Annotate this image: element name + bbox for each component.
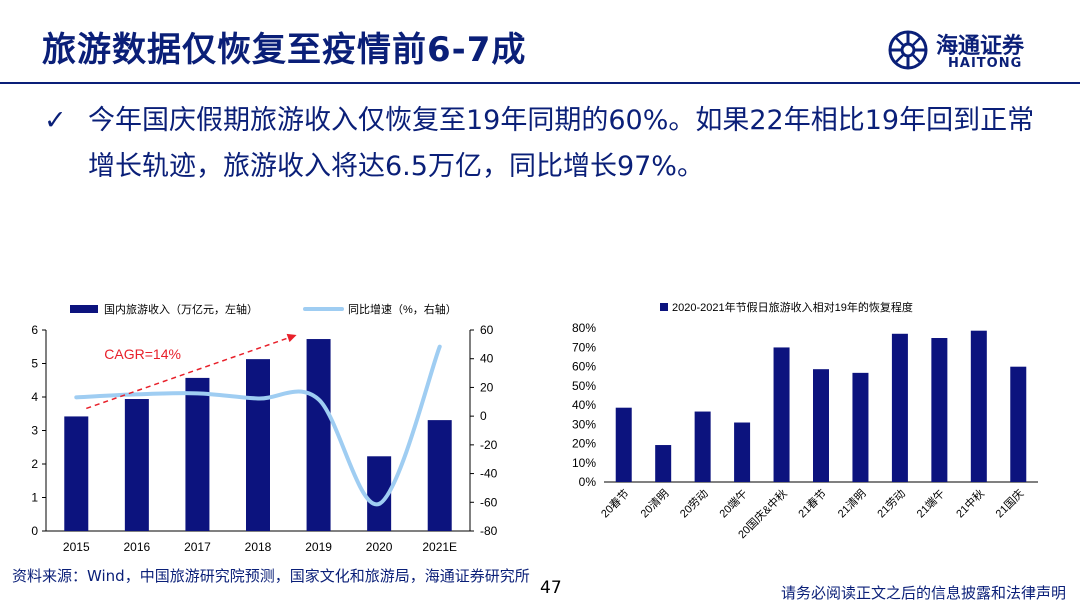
brand-logo: 海通证券 HAITONG [888, 26, 1058, 76]
right-tick-label: -80 [480, 524, 498, 538]
logo-english-text: HAITONG [948, 56, 1023, 71]
x-tick-label: 21春节 [796, 487, 829, 520]
y-tick-label: 60% [572, 360, 596, 374]
x-tick-label: 20清明 [638, 487, 671, 520]
growth-line [74, 344, 442, 507]
y-tick-label: 0% [579, 475, 597, 489]
revenue-bar [306, 339, 331, 531]
recovery-bar [655, 445, 672, 482]
recovery-bar [694, 411, 711, 482]
right-tick-label: -60 [480, 495, 498, 509]
disclaimer-link[interactable]: 请务必阅读正文之后的信息披露和法律声明 [780, 584, 1066, 602]
x-tick-label: 2021E [422, 540, 457, 554]
left-tick-label: 1 [31, 491, 38, 505]
right-tick-label: 20 [480, 380, 494, 394]
x-tick-label: 21端午 [914, 487, 947, 520]
recovery-bar [615, 407, 632, 482]
key-point-text: 今年国庆假期旅游收入仅恢复至19年同期的60%。如果22年相比19年回到正常增长… [88, 105, 1035, 182]
revenue-bar [64, 416, 89, 531]
page-title: 旅游数据仅恢复至疫情前6-7成 [42, 30, 527, 70]
x-tick-label: 21国庆 [992, 486, 1026, 520]
x-tick-label: 2015 [63, 540, 90, 554]
x-tick-label: 20春节 [598, 487, 631, 520]
legend-swatch [660, 303, 668, 311]
revenue-bar [185, 377, 210, 531]
holiday-recovery-chart-svg: 2020-2021年节假日旅游收入相对19年的恢复程度 0% 10% 20% 30% 40… [572, 300, 1038, 541]
right-tick-label: 0 [480, 409, 487, 423]
recovery-bar [931, 338, 948, 482]
right-tick-label: -40 [480, 467, 498, 481]
recovery-bar [773, 347, 790, 482]
logo-chinese-text: 海通证券 [936, 34, 1025, 59]
recovery-bar [813, 369, 829, 482]
x-tick-label: 2018 [245, 540, 272, 554]
right-tick-label: -20 [480, 438, 498, 452]
page-number: 47 [540, 578, 562, 598]
key-point: ✓ 今年国庆假期旅游收入仅恢复至19年同期的60%。如果22年相比19年回到正常… [44, 98, 1054, 190]
right-tick-label: 40 [480, 352, 494, 366]
cagr-arrow-line [86, 334, 297, 410]
revenue-bar [427, 420, 452, 531]
legend-label-revenue: 国内旅游收入（万亿元，左轴） [104, 302, 258, 316]
x-tick-label: 2017 [184, 540, 211, 554]
x-tick-label: 21劳动 [875, 487, 908, 520]
checkmark-icon: ✓ [44, 105, 67, 136]
x-tick-label: 20劳动 [677, 487, 710, 520]
legend-bar-swatch [70, 305, 98, 313]
left-tick-label: 3 [31, 424, 38, 438]
y-tick-label: 70% [572, 340, 596, 354]
cagr-annotation: CAGR=14% [104, 346, 181, 362]
left-tick-label: 6 [31, 323, 38, 337]
chart-title: 2020-2021年节假日旅游收入相对19年的恢复程度 [672, 300, 913, 314]
cagr-arrow-head [286, 333, 297, 343]
x-tick-label: 2019 [305, 540, 332, 554]
x-tick-label: 2016 [124, 540, 151, 554]
recovery-bar [1010, 366, 1027, 482]
x-tick-label: 21清明 [835, 487, 868, 520]
revenue-bar [246, 359, 270, 531]
x-tick-label: 20端午 [717, 487, 750, 520]
source-note: 资料来源：Wind，中国旅游研究院预测，国家文化和旅游局，海通证券研究所 [12, 567, 530, 585]
x-tick-label: 2020 [366, 540, 393, 554]
recovery-bar [970, 330, 987, 482]
right-tick-label: 60 [480, 323, 494, 337]
y-tick-label: 40% [572, 398, 596, 412]
recovery-bar [852, 372, 869, 482]
left-tick-label: 4 [31, 390, 38, 404]
legend-label-growth: 同比增速（%，右轴） [348, 302, 457, 316]
left-tick-label: 2 [31, 457, 38, 471]
header-divider [0, 82, 1080, 84]
tourism-revenue-chart-svg: 国内旅游收入（万亿元，左轴） 同比增速（%，右轴） 0 1 2 3 4 5 6 -80 -60 -40… [31, 302, 498, 554]
recovery-bar [734, 422, 751, 482]
y-tick-label: 50% [572, 379, 596, 393]
y-tick-label: 10% [572, 456, 596, 470]
haitong-logo-icon [888, 30, 928, 70]
left-tick-label: 0 [31, 524, 38, 538]
tourism-revenue-chart: 国内旅游收入（万亿元，左轴） 同比增速（%，右轴） 0 1 2 3 4 5 6 -80 -60 -40… [0, 296, 540, 560]
x-tick-label: 21中秋 [953, 486, 987, 520]
recovery-bar [891, 333, 908, 482]
y-tick-label: 80% [572, 321, 596, 335]
y-tick-label: 20% [572, 437, 596, 451]
holiday-recovery-chart: 2020-2021年节假日旅游收入相对19年的恢复程度 0% 10% 20% 30% 40… [556, 296, 1046, 566]
revenue-bar [124, 399, 149, 531]
left-tick-label: 5 [31, 357, 38, 371]
y-tick-label: 30% [572, 417, 596, 431]
